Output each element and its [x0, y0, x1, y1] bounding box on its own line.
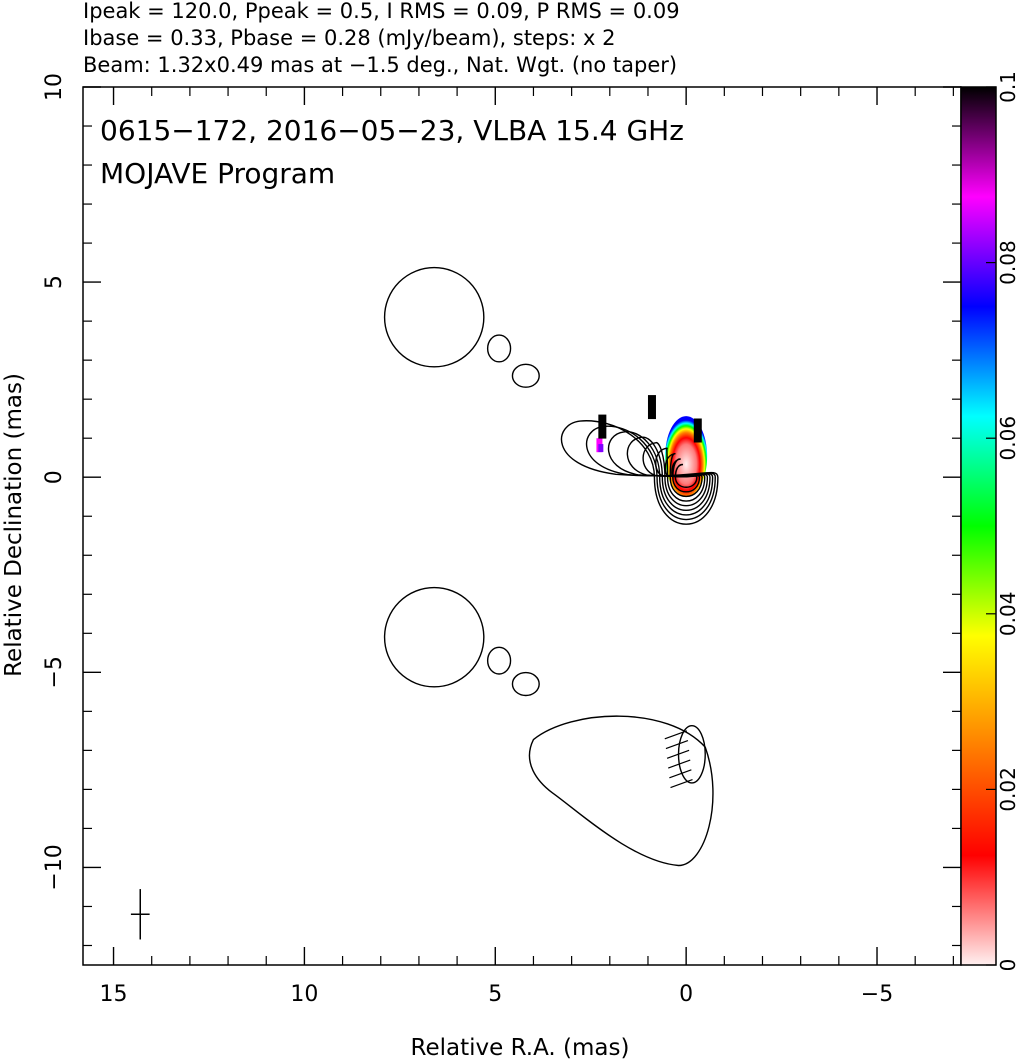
colorbar-tick-label-5: 0.1	[996, 71, 1020, 103]
y-tick-label-1: 5	[42, 275, 67, 289]
x-tick-label-4: −5	[861, 982, 893, 1007]
x-tick-label-3: 0	[679, 982, 693, 1007]
lower-knot-vector-2	[666, 749, 690, 759]
header-line-1: Ipeak = 120.0, Ppeak = 0.5, I RMS = 0.09…	[83, 0, 680, 23]
lower-knot-vector-5	[670, 778, 693, 789]
polarization-ticks	[598, 395, 702, 443]
colorbar-tick-label-2: 0.04	[996, 592, 1020, 637]
lower-knot-vector-4	[669, 769, 692, 779]
header-line-3: Beam: 1.32x0.49 mas at −1.5 deg., Nat. W…	[83, 53, 677, 77]
chart-title: 0615−172, 2016−05−23, VLBA 15.4 GHz	[100, 114, 684, 147]
x-tick-label-2: 5	[488, 982, 502, 1007]
contour-level-9	[674, 463, 698, 488]
colorbar-tick-label-1: 0.02	[996, 767, 1020, 812]
colorbar: 0 0.02 0.04 0.06 0.08 0.1	[960, 71, 1020, 972]
chart-subtitle: MOJAVE Program	[100, 157, 335, 190]
y-axis-label: Relative Declination (mas)	[1, 373, 27, 677]
x-tick-label-0: 15	[100, 982, 128, 1007]
lower-component-1	[486, 646, 512, 675]
upper-component-0	[383, 266, 485, 368]
pol-tick-1	[647, 395, 656, 420]
lower-knot-vector-3	[668, 759, 691, 769]
lower-knot-vector-0	[664, 730, 687, 740]
x-axis-label: Relative R.A. (mas)	[411, 1035, 630, 1060]
axes: 15 10 5 0 −5 10 5 0 −5 −10	[42, 73, 962, 1007]
upper-component-2	[511, 363, 540, 388]
y-tick-label-2: 0	[42, 470, 67, 484]
plot-background	[83, 87, 961, 965]
plot-area	[83, 87, 961, 965]
x-tick-label-1: 10	[290, 982, 318, 1007]
pol-tick-0	[598, 414, 607, 439]
lower-knot-vector-1	[665, 739, 689, 750]
pol-tick-2	[693, 418, 702, 443]
colorbar-scale	[960, 86, 997, 966]
lower-component-2	[511, 671, 540, 697]
y-tick-label-0: 10	[42, 73, 67, 101]
colorbar-tick-label-3: 0.06	[996, 416, 1020, 461]
y-tick-label-3: −5	[42, 656, 67, 688]
y-tick-label-4: −10	[42, 844, 67, 890]
colorbar-tick-label-0: 0	[996, 959, 1020, 972]
lower-component-0	[383, 586, 485, 688]
colorbar-tick-label-4: 0.08	[996, 240, 1020, 285]
lower-extended-component	[528, 715, 714, 867]
header-line-2: Ibase = 0.33, Pbase = 0.28 (mJy/beam), s…	[83, 26, 615, 50]
color-pixel-violet	[598, 444, 604, 453]
upper-component-1	[486, 334, 512, 363]
